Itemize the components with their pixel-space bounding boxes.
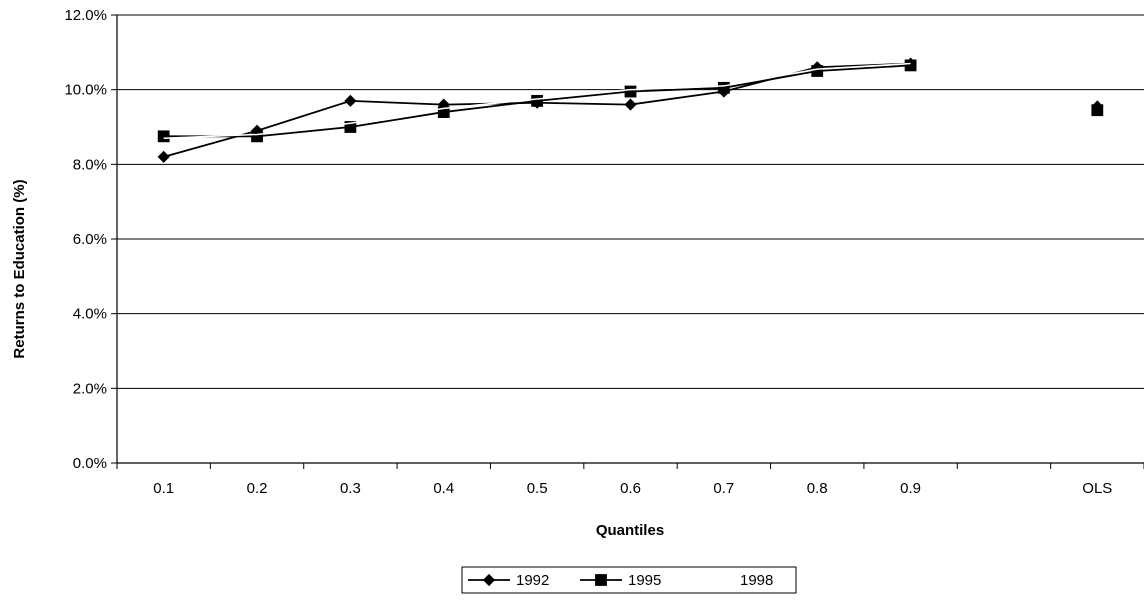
y-tick-label: 8.0% bbox=[73, 156, 107, 173]
x-tick-label: 0.2 bbox=[247, 480, 268, 497]
legend-label: 1992 bbox=[516, 572, 549, 589]
series-1998 bbox=[163, 62, 911, 139]
x-tick-label: OLS bbox=[1082, 480, 1112, 497]
y-tick-label: 2.0% bbox=[73, 380, 107, 397]
y-tick-label: 12.0% bbox=[64, 7, 107, 24]
legend-box bbox=[461, 566, 797, 594]
x-tick-label: 0.3 bbox=[340, 480, 361, 497]
data-point bbox=[811, 65, 824, 77]
x-axis-title: Quantiles bbox=[596, 522, 664, 539]
data-point bbox=[624, 98, 637, 111]
legend-item-1998: 1998 bbox=[692, 572, 773, 589]
series-1992 bbox=[157, 57, 1104, 163]
legend: 1992 1995 1998 bbox=[461, 566, 797, 594]
x-tick-labels: 0.1 0.2 0.3 0.4 0.5 0.6 0.7 0.8 0.9 OLS bbox=[153, 480, 1112, 497]
series-line bbox=[163, 62, 911, 158]
data-point bbox=[904, 59, 917, 72]
series-1995 bbox=[157, 59, 1104, 143]
data-point bbox=[595, 574, 607, 586]
grid-lines bbox=[117, 14, 1144, 389]
x-tick-label: 0.9 bbox=[900, 480, 921, 497]
y-tick-label: 10.0% bbox=[64, 82, 107, 99]
series bbox=[157, 57, 1104, 163]
data-point bbox=[717, 81, 730, 94]
x-tick-label: 0.5 bbox=[527, 480, 548, 497]
data-point bbox=[437, 106, 450, 118]
y-tick-label: 0.0% bbox=[73, 455, 107, 472]
data-point bbox=[344, 94, 357, 107]
legend-label: 1998 bbox=[740, 572, 773, 589]
data-point bbox=[157, 130, 170, 143]
x-tick-label: 0.1 bbox=[153, 480, 174, 497]
y-tick-labels: 0.0% 2.0% 4.0% 6.0% 8.0% 10.0% 12.0% bbox=[64, 7, 107, 472]
data-point bbox=[624, 85, 637, 98]
data-point bbox=[157, 150, 170, 163]
legend-item-1995: 1995 bbox=[580, 572, 661, 589]
legend-label: 1995 bbox=[628, 572, 661, 589]
y-tick-label: 4.0% bbox=[73, 306, 107, 323]
x-tick-label: 0.4 bbox=[433, 480, 454, 497]
data-point bbox=[482, 573, 496, 587]
series-line bbox=[163, 62, 911, 139]
data-point bbox=[251, 130, 263, 143]
legend-item-1992: 1992 bbox=[468, 572, 549, 589]
data-point bbox=[531, 94, 544, 107]
data-point bbox=[344, 121, 357, 133]
data-point bbox=[1091, 104, 1104, 117]
y-axis-title: Returns to Education (%) bbox=[11, 179, 28, 358]
x-tick-label: 0.8 bbox=[807, 480, 828, 497]
axes bbox=[111, 14, 1144, 469]
y-tick-label: 6.0% bbox=[73, 231, 107, 248]
x-tick-label: 0.7 bbox=[713, 480, 734, 497]
x-tick-label: 0.6 bbox=[620, 480, 641, 497]
